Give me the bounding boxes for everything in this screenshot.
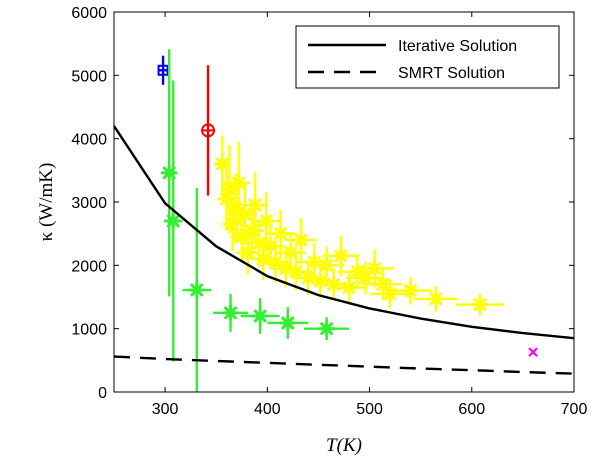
x-tick-label-3: 600	[458, 401, 485, 418]
data-point-4-3	[213, 293, 248, 332]
data-point-5-20	[284, 217, 318, 263]
marker-star	[348, 263, 366, 281]
marker-star	[305, 253, 323, 271]
marker-star	[427, 290, 445, 308]
x-axis-title: T(K)	[326, 435, 362, 456]
marker-star	[243, 222, 261, 239]
marker-star	[272, 225, 290, 243]
marker-star	[213, 155, 231, 173]
data-point-5-8	[235, 230, 261, 275]
plot-frame	[113, 11, 575, 393]
legend-box	[295, 25, 560, 89]
marker-star	[254, 250, 272, 268]
marker-star	[282, 244, 300, 262]
marker-star	[221, 180, 239, 198]
marker-star	[251, 307, 269, 325]
marker-square	[157, 64, 169, 76]
legend-label-smrt: SMRT Solution	[398, 65, 505, 82]
y-tick-label-3: 3000	[71, 195, 107, 212]
data-point-5-24	[309, 246, 344, 284]
marker-star	[261, 237, 279, 255]
marker-star	[381, 285, 399, 303]
marker-star	[318, 256, 336, 274]
y-tick-label-5: 5000	[71, 68, 107, 85]
data-point-5-33	[388, 276, 432, 305]
marker-star	[277, 260, 295, 277]
legend-label-iterative: Iterative Solution	[398, 38, 517, 55]
data-layer	[157, 49, 538, 392]
marker-star	[233, 228, 251, 246]
marker-star	[217, 190, 235, 208]
marker-star	[279, 314, 297, 332]
y-tick-label-0: 0	[98, 385, 107, 402]
data-point-5-29	[346, 261, 385, 295]
series-line-0	[112, 125, 575, 340]
data-point-2-0	[157, 55, 169, 85]
data-point-5-10	[241, 172, 269, 239]
marker-star	[325, 275, 343, 293]
data-point-4-1	[164, 80, 183, 362]
y-tick-label-2: 2000	[71, 258, 107, 275]
marker-star	[318, 320, 336, 338]
marker-x	[528, 347, 538, 357]
data-point-3-0	[201, 65, 216, 196]
data-point-5-13	[252, 192, 281, 250]
data-point-4-4	[240, 298, 280, 334]
line-layer	[112, 125, 575, 375]
x-tick-label-2: 500	[356, 401, 383, 418]
y-tick-label-4: 4000	[71, 132, 107, 149]
marker-star	[374, 275, 392, 293]
y-axis-title: κ (W/mK)	[36, 163, 57, 242]
marker-star	[230, 174, 248, 192]
data-point-4-6	[304, 317, 350, 341]
y-tick-label-6: 6000	[71, 5, 107, 22]
marker-star	[224, 215, 242, 233]
marker-star	[356, 269, 374, 287]
data-point-5-32	[369, 279, 411, 309]
marker-star	[311, 272, 329, 290]
marker-star	[222, 304, 240, 322]
marker-star	[332, 247, 350, 265]
data-point-5-35	[455, 293, 505, 316]
marker-star	[257, 212, 275, 230]
marker-star	[239, 244, 257, 262]
x-tick-label-4: 700	[561, 401, 588, 418]
data-point-5-19	[279, 253, 313, 291]
data-point-4-5	[267, 307, 309, 339]
marker-star	[236, 206, 254, 224]
data-point-4-2	[182, 188, 212, 392]
marker-star	[188, 281, 206, 299]
marker-star	[287, 263, 305, 281]
marker-star	[340, 279, 358, 296]
data-point-5-30	[355, 249, 395, 288]
marker-star	[164, 212, 182, 230]
marker-star	[471, 296, 489, 314]
data-point-5-34	[413, 286, 459, 312]
y-tick-label-1: 1000	[71, 322, 107, 339]
marker-star	[299, 269, 317, 287]
marker-star	[401, 282, 419, 300]
x-tick-label-1: 400	[254, 401, 281, 418]
tick-labels: 300 400 500 600 700 0 1000 2000 3000 4000 5000 6000	[71, 5, 587, 418]
legend: Iterative Solution SMRT Solution	[295, 25, 560, 89]
marker-star	[292, 231, 310, 249]
data-point-5-26	[322, 235, 360, 277]
marker-star	[160, 164, 178, 182]
marker-star	[227, 199, 245, 217]
data-point-5-0	[213, 135, 231, 193]
marker-star	[250, 234, 268, 252]
marker-star	[267, 253, 285, 271]
marker-star	[366, 260, 384, 277]
marker-star	[246, 196, 264, 214]
data-point-6-0	[528, 347, 538, 357]
x-tick-label-0: 300	[152, 401, 179, 418]
